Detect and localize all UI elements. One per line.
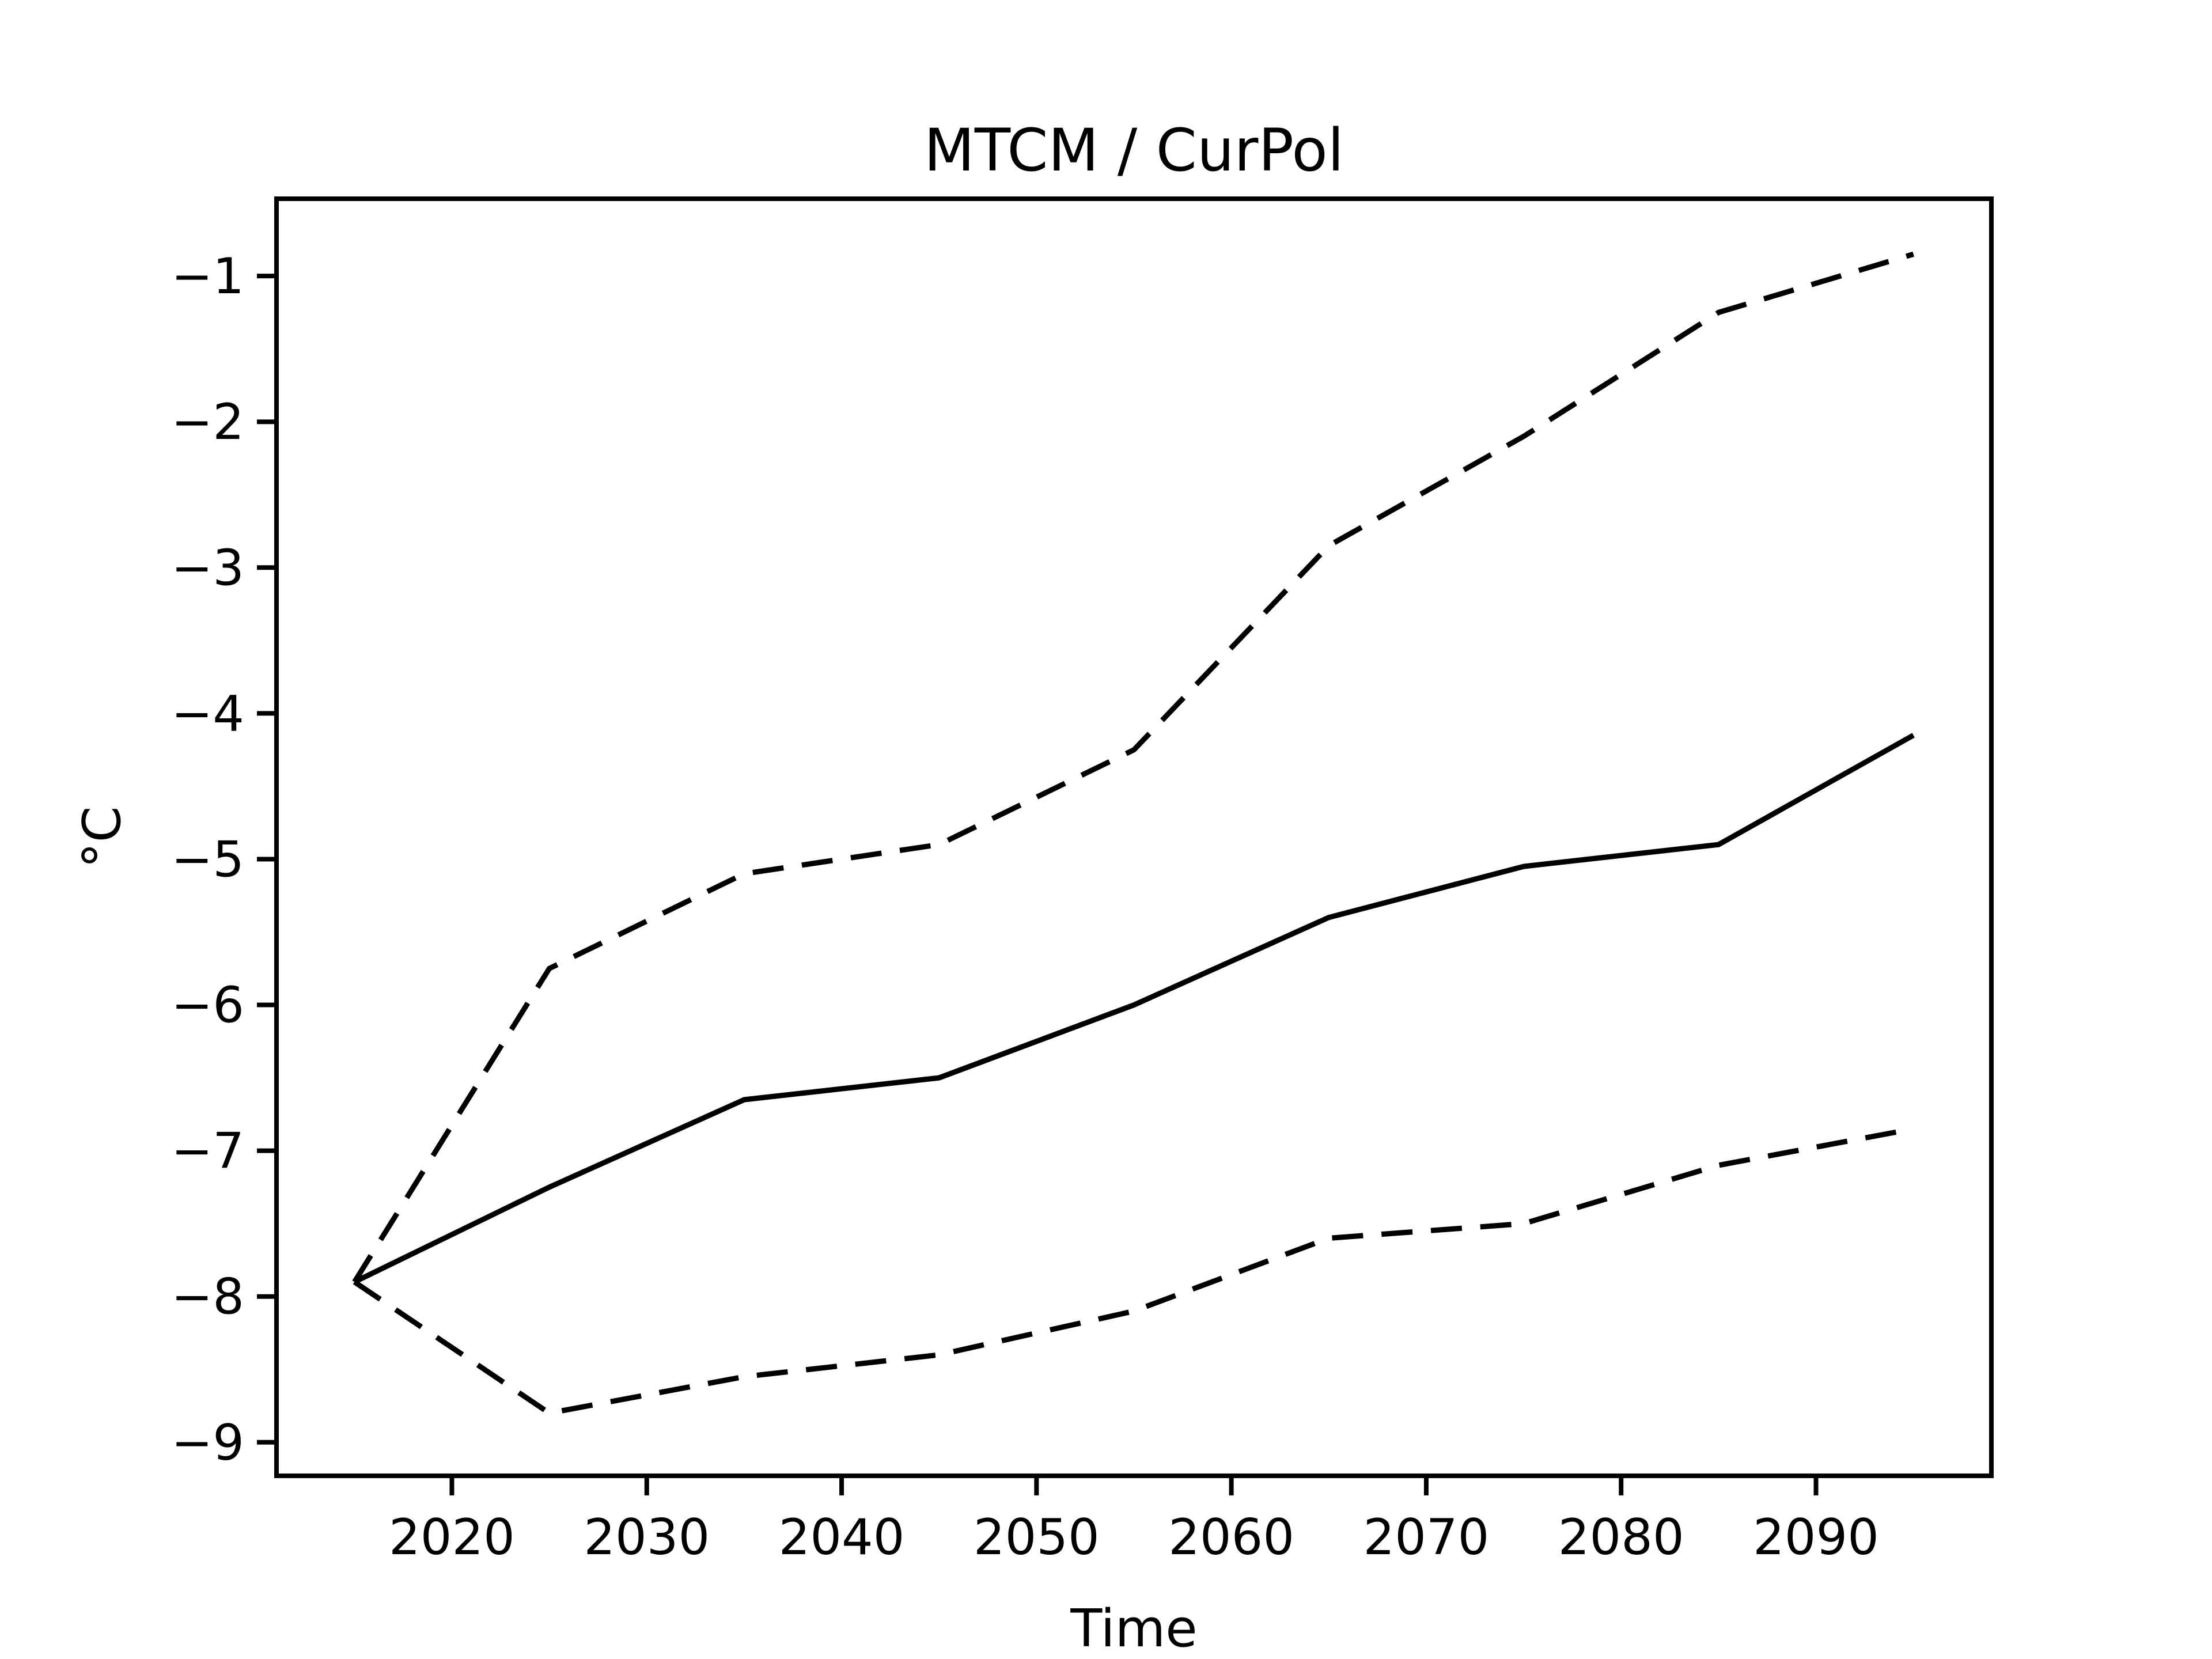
- x-tick-label: 2020: [389, 1509, 515, 1566]
- y-tick-label: −6: [171, 977, 244, 1035]
- x-axis-label: Time: [1070, 1599, 1197, 1659]
- y-tick-label: −2: [171, 393, 244, 451]
- chart-title: MTCM / CurPol: [924, 116, 1344, 185]
- x-tick-label: 2060: [1168, 1509, 1294, 1566]
- median-line: [353, 733, 1915, 1285]
- x-tick-label: 2040: [779, 1509, 905, 1566]
- y-tick-label: −1: [171, 248, 244, 305]
- lower-bound-line: [353, 1126, 1914, 1416]
- y-tick-label: −9: [171, 1414, 244, 1472]
- y-tick-label: −3: [171, 539, 244, 597]
- y-tick-label: −4: [171, 685, 244, 743]
- x-tick-label: 2030: [584, 1509, 710, 1566]
- x-tick-label: 2090: [1753, 1509, 1879, 1566]
- y-axis-label: °C: [72, 806, 132, 869]
- y-tick-label: −7: [171, 1123, 244, 1180]
- x-tick-label: 2050: [974, 1509, 1100, 1566]
- y-tick-label: −5: [171, 831, 244, 888]
- x-tick-label: 2080: [1558, 1509, 1684, 1566]
- upper-bound-line: [352, 251, 1914, 1283]
- y-tick-label: −8: [171, 1268, 244, 1326]
- axes-spines: [274, 196, 1994, 1478]
- x-tick-label: 2070: [1363, 1509, 1490, 1566]
